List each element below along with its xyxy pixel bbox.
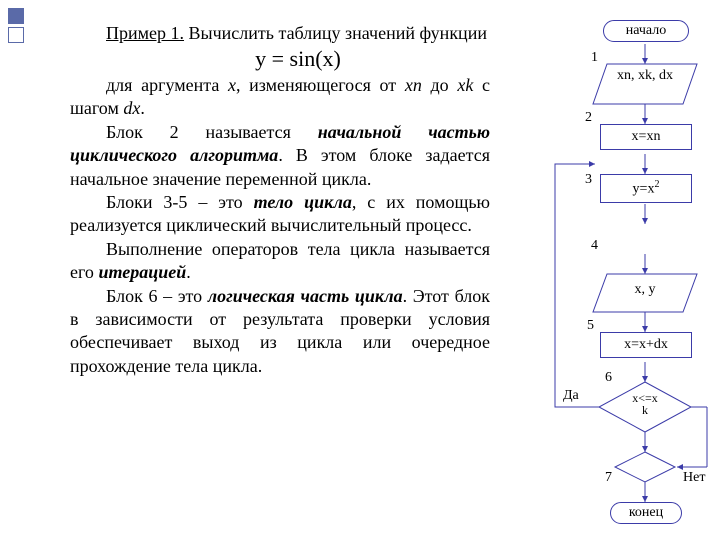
label-7: 7 (605, 470, 612, 486)
label-4: 4 (591, 238, 598, 254)
node-init: x=xn (600, 124, 692, 150)
flowchart-svg (505, 18, 715, 533)
main-text: Пример 1. Вычислить таблицу значений фун… (70, 22, 490, 378)
para-3: Блок 2 называется начальной частью цикли… (70, 121, 490, 191)
node-start: начало (603, 20, 689, 42)
formula: y = sin(x) (70, 45, 490, 74)
label-1: 1 (591, 50, 598, 66)
node-input: xn, xk, dx (607, 68, 683, 84)
example-title: Пример 1. (106, 23, 184, 43)
para-5: Выполнение операторов тела цикла называе… (70, 238, 490, 285)
node-body1: y=x2 (600, 174, 692, 203)
para-1: Пример 1. Вычислить таблицу значений фун… (70, 22, 490, 45)
label-3: 3 (585, 172, 592, 188)
label-6: 6 (605, 370, 612, 386)
label-no: Нет (683, 470, 705, 486)
para-2: для аргумента х, изменяющегося от хn до … (70, 74, 490, 121)
flowchart: начало 1 xn, xk, dx 2 x=xn 3 y=x2 4 x, y… (505, 18, 715, 533)
para-4: Блоки 3-5 – это тело цикла, с их помощью… (70, 191, 490, 238)
node-cond: x<=x k (621, 392, 669, 416)
node-output: x, y (615, 282, 675, 298)
label-2: 2 (585, 110, 592, 126)
para-6: Блок 6 – это логическая часть цикла. Это… (70, 285, 490, 379)
label-yes: Да (563, 388, 579, 404)
node-end: конец (610, 502, 682, 524)
label-5: 5 (587, 318, 594, 334)
decor-squares (8, 8, 24, 46)
node-step: x=x+dx (600, 332, 692, 358)
